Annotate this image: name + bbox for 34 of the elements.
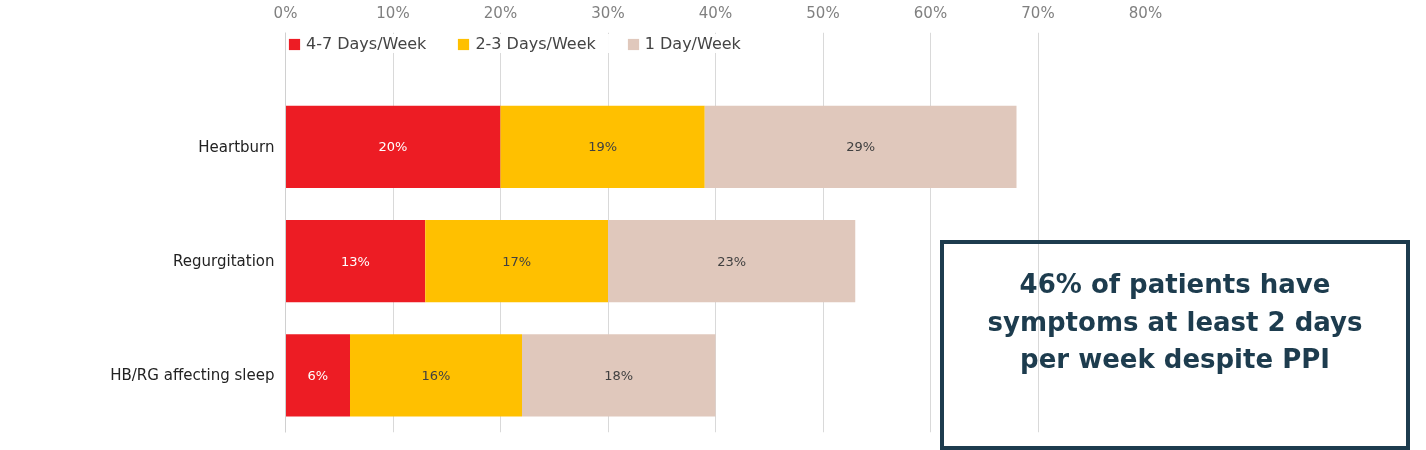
legend-label: 4-7 Days/Week [306,34,427,53]
x-tick-label: 10% [376,3,410,22]
legend-label: 1 Day/Week [644,34,741,53]
bar [608,219,856,303]
data-label: 19% [588,139,618,155]
x-tick-label: 80% [1128,3,1163,22]
bar [285,105,501,188]
data-label: 23% [717,253,747,269]
x-tick-label: 40% [698,3,733,22]
data-label: 16% [421,367,451,383]
x-tick-label: 0% [273,3,298,22]
bar [704,105,1017,188]
x-tick-label: 30% [591,3,625,22]
x-tick-label: 70% [1021,3,1055,22]
bar [285,219,426,303]
data-label: 18% [604,367,634,383]
data-label: 6% [307,367,329,383]
annotation: 46% of patients have symptoms at least 2 days per week despite PPI [987,268,1363,377]
bar [425,219,608,303]
legend-label: 2-3 Days/Week [475,34,596,53]
y-tick-label: Heartburn [198,137,275,156]
x-tick-label: 60% [913,3,948,22]
data-label: 17% [502,253,532,269]
x-tick-label: 50% [806,3,840,22]
bar [522,334,716,417]
y-tick-label: Regurgitation [173,252,275,271]
bar [285,334,350,417]
data-label: 29% [846,139,876,155]
x-tick-label: 20% [483,3,518,22]
bar [350,334,522,417]
y-tick-label: HB/RG affecting sleep [110,366,275,385]
data-label: 20% [378,139,408,155]
bar [500,105,705,188]
data-label: 13% [340,253,370,269]
